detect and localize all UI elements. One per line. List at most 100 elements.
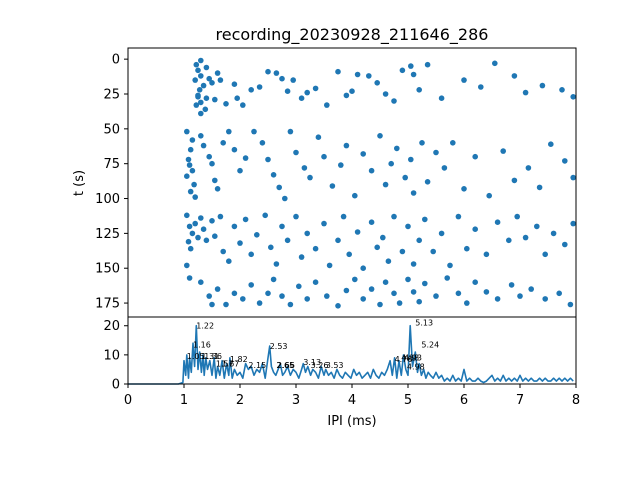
ipi-peak-label: 1.22 <box>196 322 214 331</box>
scatter-point <box>494 296 501 302</box>
scatter-point <box>198 110 204 117</box>
scatter-point <box>270 276 277 283</box>
scatter-point <box>298 95 305 101</box>
ipi-peak-label: 2.53 <box>270 342 288 351</box>
scatter-point <box>472 153 479 160</box>
scatter-point <box>388 160 395 167</box>
scatter-point <box>354 229 361 235</box>
scatter-point <box>335 303 341 309</box>
ipi-peak-label: 1.36 <box>204 352 222 361</box>
scatter-point <box>268 244 274 251</box>
scatter-point <box>206 75 212 82</box>
scatter-panel: recording_20230928_211646_286 0 25 50 75 100… <box>72 25 577 318</box>
scatter-point <box>511 73 518 79</box>
scatter-point <box>352 192 358 199</box>
scatter-point <box>209 80 215 86</box>
scatter-point <box>200 226 207 232</box>
scatter-point <box>231 223 238 230</box>
scatter-point <box>408 156 414 163</box>
scatter-point <box>301 165 308 171</box>
scatter-point <box>377 133 383 139</box>
scatter-point <box>193 102 200 108</box>
scatter-point <box>366 73 372 79</box>
scatter-point <box>438 230 445 237</box>
scatter-point <box>206 153 212 160</box>
scatter-point <box>240 102 246 108</box>
scatter-point <box>217 77 224 83</box>
scatter-point <box>399 67 406 74</box>
scatter-point <box>329 183 336 189</box>
scatter-point <box>534 223 540 230</box>
scatter-point <box>343 92 350 99</box>
scatter-point <box>340 213 347 220</box>
scatter-point <box>203 237 210 244</box>
scatter-point <box>382 181 389 188</box>
scatter-point <box>478 84 484 90</box>
scatter-point <box>195 67 201 74</box>
scatter-point <box>212 177 218 184</box>
scatter-point <box>187 245 194 252</box>
scatter-point <box>296 283 302 290</box>
scatter-point <box>198 57 204 64</box>
scatter-point <box>536 184 543 191</box>
scatter-point <box>279 223 285 230</box>
scatter-point <box>525 165 532 171</box>
scatter-point <box>192 77 198 83</box>
scatter-point <box>293 213 299 220</box>
scatter-point <box>312 245 319 252</box>
scatter-point <box>405 276 411 283</box>
scatter-point <box>542 251 548 258</box>
scatter-point <box>382 279 389 286</box>
scatter-point <box>184 212 190 219</box>
scatter-point <box>262 212 269 219</box>
scatter-point <box>349 88 355 94</box>
scatter-point <box>483 251 490 258</box>
scatter-point <box>556 290 562 297</box>
ipi-peak-label: 2.65 <box>276 361 294 370</box>
scatter-point <box>231 290 238 297</box>
ipi-x-tick-label: 4 <box>348 393 356 408</box>
scatter-point <box>287 301 294 308</box>
scatter-point <box>514 213 520 220</box>
scatter-point <box>321 220 327 227</box>
scatter-point <box>354 71 361 78</box>
scatter-point <box>192 194 198 200</box>
scatter-point <box>335 237 341 244</box>
scatter-point <box>203 95 210 101</box>
ipi-peak-label: 4.93 <box>404 354 422 363</box>
scatter-point <box>506 237 512 244</box>
scatter-point <box>374 244 381 251</box>
scatter-y-tick-label: 75 <box>103 157 120 172</box>
scatter-point <box>405 223 411 230</box>
ipi-series <box>128 324 574 385</box>
scatter-point <box>385 258 392 265</box>
scatter-point <box>189 230 196 237</box>
scatter-point <box>220 248 226 255</box>
scatter-point <box>410 71 417 78</box>
scatter-point <box>511 177 518 184</box>
scatter-point <box>416 298 423 305</box>
scatter-point <box>396 300 403 306</box>
scatter-point <box>187 188 194 195</box>
scatter-point <box>416 237 423 244</box>
scatter-point <box>380 234 386 241</box>
scatter-point <box>198 279 204 286</box>
scatter-point <box>304 230 311 237</box>
ipi-x-tick-label: 0 <box>124 393 132 408</box>
scatter-point <box>273 261 280 267</box>
scatter-point <box>231 146 238 153</box>
scatter-point <box>196 87 203 93</box>
scatter-point <box>191 181 197 188</box>
scatter-point <box>312 279 319 286</box>
scatter-point <box>214 70 221 76</box>
scatter-point <box>422 216 428 223</box>
scatter-y-tick-label: 175 <box>95 297 120 312</box>
scatter-point <box>251 128 257 135</box>
scatter-point <box>203 64 210 71</box>
scatter-point <box>226 128 232 135</box>
scatter-point <box>464 300 470 306</box>
scatter-point <box>256 84 263 90</box>
scatter-point <box>206 293 212 299</box>
ipi-x-axis-label: IPI (ms) <box>327 414 376 429</box>
